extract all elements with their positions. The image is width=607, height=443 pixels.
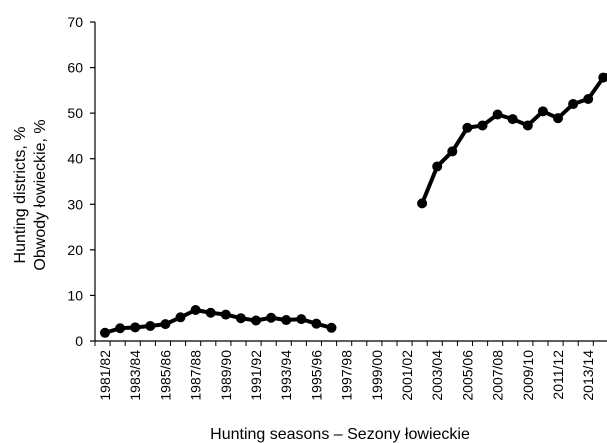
data-point <box>145 320 156 331</box>
x-tick-label: 1983/84 <box>127 350 143 401</box>
x-tick-label: 1993/94 <box>278 350 294 401</box>
x-tick-label: 2011/12 <box>550 350 566 400</box>
x-tick-label: 1995/96 <box>308 350 324 401</box>
y-axis-title: Hunting districts, % Obwody łowieckie, % <box>12 119 49 270</box>
x-tick-label: 1999/00 <box>369 350 385 401</box>
data-point <box>130 322 141 333</box>
y-tick-label: 10 <box>67 287 83 303</box>
data-point <box>417 198 428 209</box>
data-point <box>190 305 201 316</box>
data-point <box>175 312 186 323</box>
data-point <box>492 109 503 120</box>
axes <box>94 22 607 342</box>
data-point <box>100 327 110 338</box>
x-tick-label: 2003/04 <box>429 350 445 401</box>
data-point <box>235 313 246 324</box>
data-point <box>251 315 261 326</box>
x-tick-label: 2013/14 <box>580 350 596 401</box>
x-tick-label: 2001/02 <box>399 350 415 401</box>
data-point <box>507 114 518 125</box>
x-tick-label: 2005/06 <box>459 350 475 401</box>
data-point <box>281 315 292 326</box>
data-point <box>115 323 126 334</box>
data-point <box>568 99 579 110</box>
x-tick-label: 1987/88 <box>188 350 204 401</box>
data-point <box>537 106 548 117</box>
x-axis-title: Hunting seasons – Sezony łowieckie <box>210 426 470 443</box>
y-axis-label-line-2: Obwody łowieckie, % <box>32 119 49 270</box>
data-point <box>522 120 533 131</box>
y-tick-label: 60 <box>67 60 83 76</box>
series-line <box>104 308 333 335</box>
data-point <box>598 72 607 83</box>
data-point <box>432 161 443 172</box>
x-tick-label: 1981/82 <box>97 350 113 401</box>
data-point <box>205 307 216 318</box>
x-tick-label: 1997/98 <box>339 350 355 401</box>
data-point <box>296 314 307 325</box>
x-tick-label: 2009/10 <box>520 350 536 401</box>
y-tick-label: 50 <box>67 105 83 121</box>
data-point <box>553 113 563 124</box>
data-point <box>326 322 337 333</box>
x-ticks: 1981/82 1983/84 1985/86 1987/88 1989/90 1991/… <box>94 341 596 401</box>
x-tick-label: 1985/86 <box>157 350 173 401</box>
y-tick-label: 30 <box>67 196 83 212</box>
data-point <box>311 318 322 329</box>
y-tick-label: 70 <box>67 14 83 30</box>
y-axis-label-line-1: Hunting districts, % <box>12 127 29 264</box>
data-point <box>462 122 473 133</box>
x-tick-label: 1991/92 <box>248 350 264 401</box>
data-point <box>477 120 488 131</box>
y-tick-label: 40 <box>67 151 83 167</box>
x-tick-label: 2007/08 <box>490 350 506 401</box>
data-point <box>266 312 277 323</box>
data-point <box>583 94 594 105</box>
data-point <box>160 319 171 330</box>
series-line <box>420 72 607 205</box>
y-ticks: 0 10 20 30 40 50 60 70 <box>67 14 95 349</box>
x-tick-label: 1989/90 <box>218 350 234 401</box>
y-tick-label: 0 <box>75 333 83 349</box>
data-point <box>447 146 458 157</box>
data-point <box>220 309 231 320</box>
data-series <box>100 72 607 338</box>
y-tick-label: 20 <box>67 242 83 258</box>
